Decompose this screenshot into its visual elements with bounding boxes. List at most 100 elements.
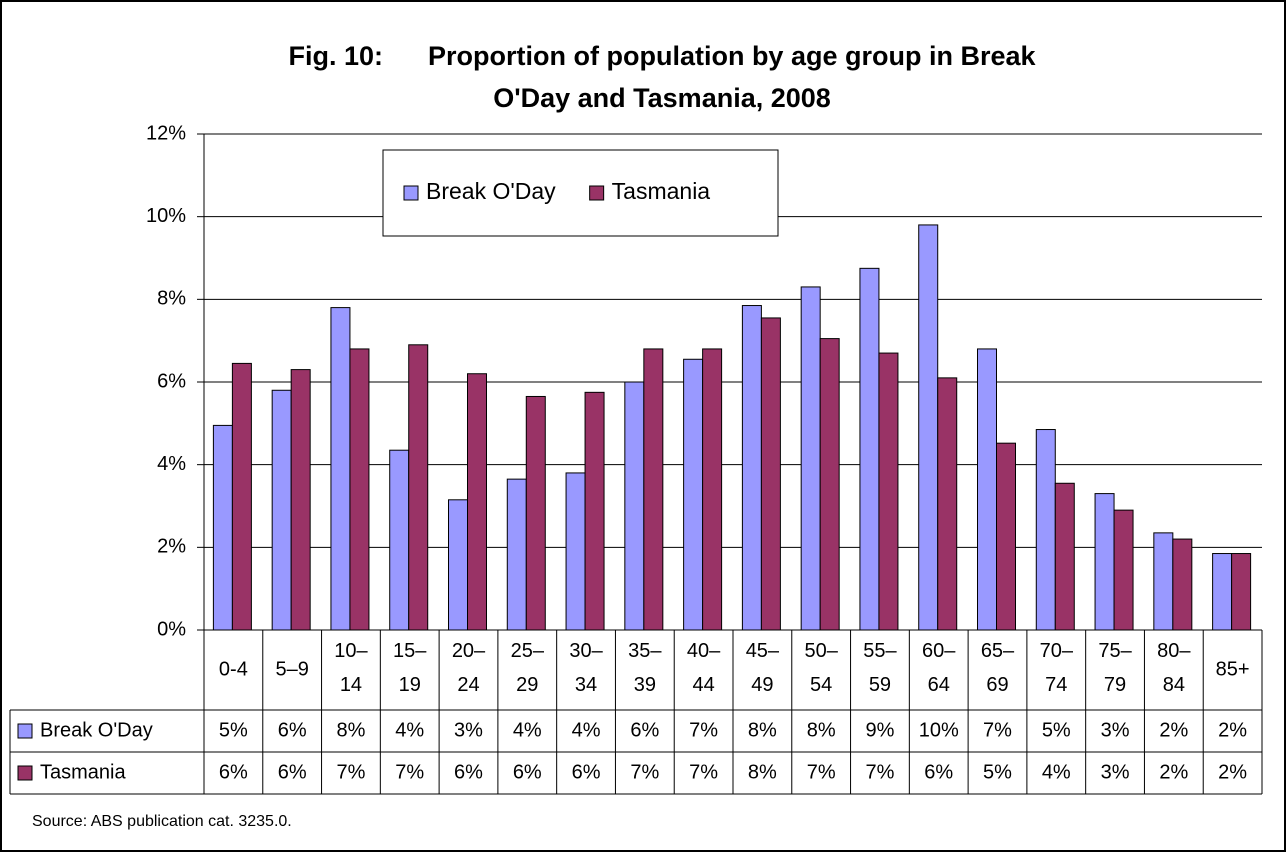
table-row-header: Tasmania [40,761,126,783]
x-tick-label: 50– 54 [804,640,838,696]
table-value: 2% [1159,719,1188,741]
x-tick-label: 55– 59 [863,640,897,696]
table-value: 2% [1218,719,1247,741]
bar [977,348,997,631]
table-value: 3% [454,719,483,741]
x-tick-label: 35– 39 [628,640,662,696]
table-row-header: Break O'Day [40,719,153,741]
legend-label: Tasmania [612,178,711,204]
table-value: 2% [1159,761,1188,783]
table-value: 7% [807,761,836,783]
x-tick-label: 45– 49 [746,640,780,696]
bar [448,499,468,631]
legend-box [382,149,779,237]
x-tick-label: 75– 79 [1098,640,1132,696]
bar [525,395,546,631]
table-value: 7% [689,719,718,741]
table-value: 8% [807,719,836,741]
bar [937,377,958,631]
bar [996,442,1016,631]
table-value: 6% [572,761,601,783]
table-value: 6% [924,761,953,783]
table-value: 10% [919,719,959,741]
bar [683,358,704,631]
table-value: 8% [748,719,777,741]
x-tick-label: 80– 84 [1157,640,1191,696]
y-tick-label: 10% [146,205,186,227]
legend-key [17,723,33,739]
bar [271,389,292,631]
legend-key [403,185,419,201]
y-tick-label: 12% [146,122,186,144]
source-note: Source: ABS publication cat. 3235.0. [32,813,292,830]
chart-title: O'Day and Tasmania, 2008 [493,83,831,113]
bar [878,352,899,631]
x-tick-label: 60– 64 [922,640,956,696]
bar [1054,482,1075,631]
x-tick-label: 70– 74 [1040,640,1074,696]
table-value: 6% [219,761,248,783]
table-value: 7% [395,761,424,783]
bar [1035,429,1056,631]
table-value: 7% [689,761,718,783]
x-tick-label: 5–9 [275,658,308,680]
bar [1172,538,1193,631]
x-tick-label: 85+ [1216,658,1250,680]
bar [800,286,821,631]
bar [1094,493,1115,631]
y-tick-label: 2% [157,536,186,558]
y-tick-label: 8% [157,288,186,310]
bar [1153,532,1174,631]
table-value: 6% [278,719,307,741]
bar [330,307,351,631]
table-value: 3% [1101,761,1130,783]
legend-label: Break O'Day [426,178,556,204]
bar [819,338,840,631]
x-tick-label: 40– 44 [687,640,721,696]
bar [741,305,762,631]
table-value: 3% [1101,719,1130,741]
table-value: 9% [865,719,894,741]
bar [584,391,605,631]
legend-key [589,185,605,201]
table-value: 4% [1042,761,1071,783]
table-value: 5% [219,719,248,741]
bar [349,348,370,631]
table-value: 5% [983,761,1012,783]
y-tick-label: 4% [157,453,186,475]
bar [624,381,645,631]
table-value: 6% [630,719,659,741]
bar [859,267,880,631]
table-value: 8% [748,761,777,783]
bar [760,317,781,631]
table-value: 8% [336,719,365,741]
x-tick-label: 20– 24 [452,640,486,696]
table-value: 4% [572,719,601,741]
bar [1231,553,1252,631]
chart-title: Fig. 10: Proportion of population by age… [288,41,1036,71]
bar [231,362,252,631]
bar [467,373,487,631]
legend-key [17,765,33,781]
table-value: 2% [1218,761,1247,783]
table-value: 6% [513,761,542,783]
table-value: 7% [630,761,659,783]
x-tick-label: 0-4 [219,658,248,680]
bar [212,424,233,631]
bar [290,369,311,631]
bar [408,344,429,631]
bar [643,348,664,631]
y-tick-label: 6% [157,370,186,392]
x-tick-label: 30– 34 [569,640,603,696]
x-tick-label: 25– 29 [511,640,545,696]
table-value: 5% [1042,719,1071,741]
table-value: 7% [983,719,1012,741]
bar [389,449,410,631]
bar [506,478,527,631]
table-value: 4% [513,719,542,741]
y-tick-label: 0% [157,618,186,640]
x-tick-label: 65– 69 [981,640,1015,696]
table-value: 6% [454,761,483,783]
table-value: 4% [395,719,424,741]
table-value: 6% [278,761,307,783]
